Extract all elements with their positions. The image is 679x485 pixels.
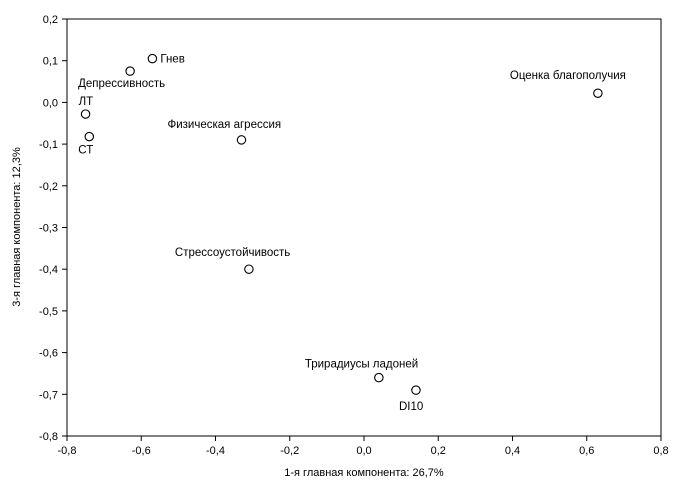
data-point bbox=[411, 385, 421, 395]
data-point bbox=[374, 372, 384, 383]
data-point bbox=[236, 135, 247, 145]
y-tick-label: 0,0 bbox=[43, 97, 58, 109]
y-tick-label: 0,2 bbox=[43, 14, 58, 26]
point-label: ЛТ bbox=[79, 96, 94, 108]
point-label: Физическая агрессия bbox=[167, 119, 281, 131]
data-point bbox=[244, 264, 254, 274]
x-tick-label: 0,0 bbox=[356, 445, 371, 457]
point-label: Стрессоустойчивость bbox=[175, 247, 290, 259]
point-label: Оценка благополучия bbox=[510, 70, 626, 82]
point-label: DI10 bbox=[399, 401, 423, 413]
x-tick-label: -0,6 bbox=[132, 445, 151, 457]
data-points: Гнев Депрессивность ЛТ СТ Физическая агресси… bbox=[78, 54, 626, 414]
x-axis-label: 1-я главная компонента: 26,7% bbox=[284, 467, 444, 479]
point-label: Трирадиусы ладоней bbox=[305, 359, 418, 371]
y-tick-label: 0,1 bbox=[43, 56, 58, 68]
y-tick-label: -0,4 bbox=[39, 264, 58, 276]
y-tick-label: -0,1 bbox=[39, 139, 58, 151]
x-tick-label: 0,4 bbox=[505, 445, 520, 457]
y-tick-label: -0,2 bbox=[39, 181, 58, 193]
y-tick-label: -0,7 bbox=[39, 389, 58, 401]
data-point bbox=[125, 66, 135, 76]
x-tick-label: 0,8 bbox=[653, 445, 668, 457]
y-tick-label: -0,6 bbox=[39, 348, 58, 360]
y-axis-label: 3-я главная компонента: 12,3% bbox=[11, 147, 23, 307]
x-tick-label: -0,4 bbox=[206, 445, 225, 457]
point-label: Гнев bbox=[160, 54, 184, 66]
x-tick-label: -0,2 bbox=[280, 445, 299, 457]
data-point bbox=[147, 53, 158, 64]
axis-ticks: -0,8 -0,6 -0,4 -0,2 0,0 0,2 0,4 0,6 0,8 0,2 0,1 0,0… bbox=[39, 14, 669, 457]
x-tick-label: 0,6 bbox=[579, 445, 594, 457]
data-point bbox=[80, 109, 91, 119]
point-label: Депрессивность bbox=[78, 78, 165, 90]
data-point bbox=[84, 131, 95, 142]
point-label: СТ bbox=[78, 145, 93, 157]
x-tick-label: -0,8 bbox=[58, 445, 77, 457]
data-point bbox=[593, 88, 603, 98]
y-tick-label: -0,8 bbox=[39, 431, 58, 443]
x-tick-label: 0,2 bbox=[431, 445, 446, 457]
y-tick-label: -0,3 bbox=[39, 223, 58, 235]
y-tick-label: -0,5 bbox=[39, 306, 58, 318]
